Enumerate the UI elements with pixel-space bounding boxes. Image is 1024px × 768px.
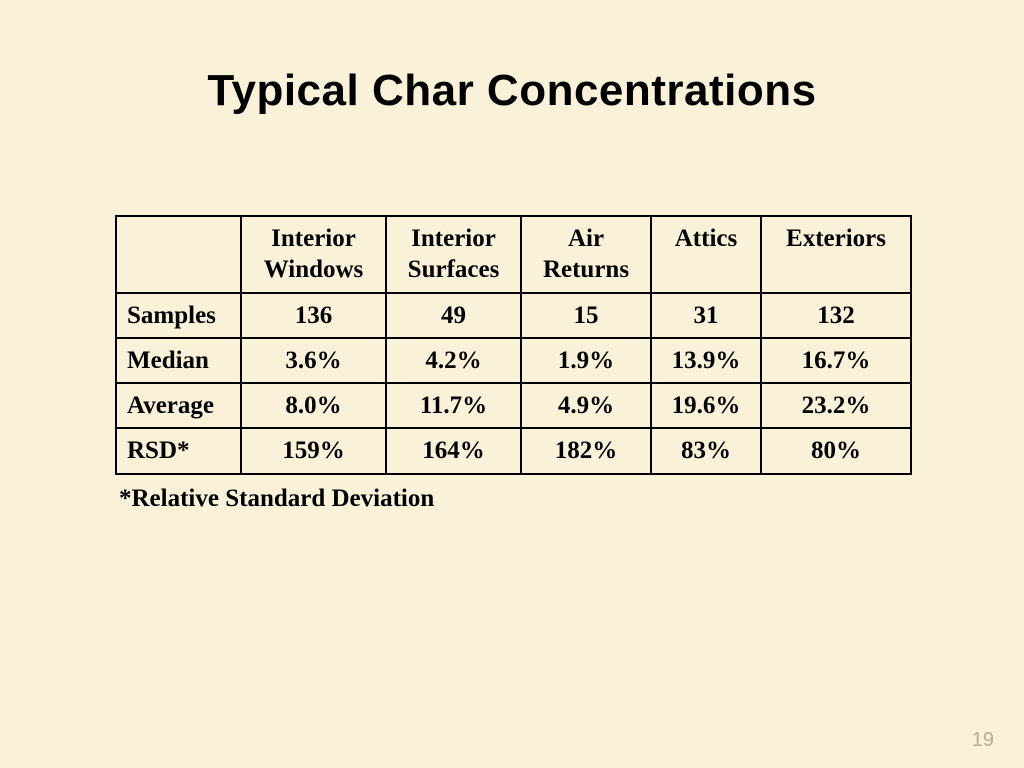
- cell: 132: [761, 293, 911, 338]
- row-label: Median: [116, 338, 241, 383]
- cell: 11.7%: [386, 383, 521, 428]
- row-label: Average: [116, 383, 241, 428]
- cell: 13.9%: [651, 338, 761, 383]
- cell: 8.0%: [241, 383, 386, 428]
- cell: 159%: [241, 428, 386, 473]
- cell: 49: [386, 293, 521, 338]
- cell: 182%: [521, 428, 651, 473]
- cell: 1.9%: [521, 338, 651, 383]
- table-footnote: *Relative Standard Deviation: [115, 475, 910, 513]
- slide: Typical Char Concentrations Interior Win…: [0, 0, 1024, 768]
- data-table: Interior Windows Interior Surfaces Air R…: [115, 215, 912, 475]
- table-container: Interior Windows Interior Surfaces Air R…: [115, 215, 910, 513]
- cell: 3.6%: [241, 338, 386, 383]
- col-header-exteriors: Exteriors: [761, 216, 911, 293]
- col-header-empty: [116, 216, 241, 293]
- cell: 23.2%: [761, 383, 911, 428]
- row-label: RSD*: [116, 428, 241, 473]
- cell: 31: [651, 293, 761, 338]
- table-header-row: Interior Windows Interior Surfaces Air R…: [116, 216, 911, 293]
- cell: 80%: [761, 428, 911, 473]
- cell: 136: [241, 293, 386, 338]
- col-header-air-returns: Air Returns: [521, 216, 651, 293]
- table-row: Average 8.0% 11.7% 4.9% 19.6% 23.2%: [116, 383, 911, 428]
- cell: 19.6%: [651, 383, 761, 428]
- col-header-interior-surfaces: Interior Surfaces: [386, 216, 521, 293]
- table-row: Samples 136 49 15 31 132: [116, 293, 911, 338]
- slide-title: Typical Char Concentrations: [0, 0, 1024, 116]
- col-header-interior-windows: Interior Windows: [241, 216, 386, 293]
- cell: 164%: [386, 428, 521, 473]
- row-label: Samples: [116, 293, 241, 338]
- col-header-attics: Attics: [651, 216, 761, 293]
- page-number: 19: [972, 729, 994, 752]
- cell: 83%: [651, 428, 761, 473]
- table-row: RSD* 159% 164% 182% 83% 80%: [116, 428, 911, 473]
- table-row: Median 3.6% 4.2% 1.9% 13.9% 16.7%: [116, 338, 911, 383]
- cell: 4.2%: [386, 338, 521, 383]
- cell: 15: [521, 293, 651, 338]
- cell: 16.7%: [761, 338, 911, 383]
- cell: 4.9%: [521, 383, 651, 428]
